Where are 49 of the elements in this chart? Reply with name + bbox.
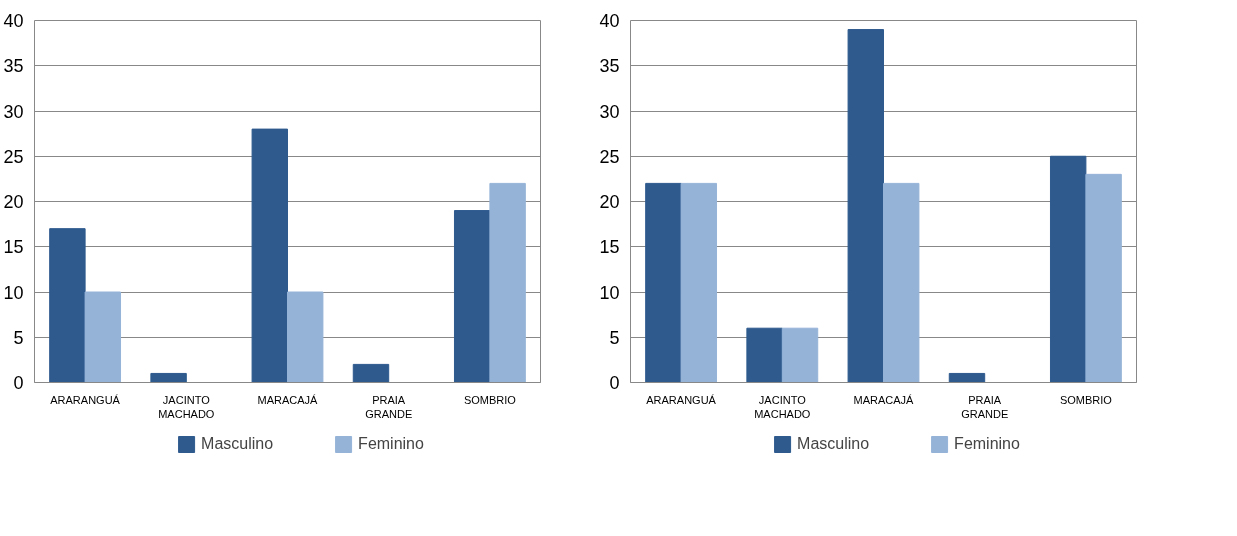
bar: [746, 327, 783, 383]
bar: [84, 291, 122, 383]
legend-label: Feminino: [954, 435, 1020, 453]
bar: [883, 182, 920, 383]
bar: [1085, 173, 1122, 383]
bar: [352, 363, 390, 383]
bar: [781, 327, 819, 383]
bar: [287, 291, 324, 383]
bar: [489, 182, 526, 383]
bar: [847, 29, 884, 383]
bar: [251, 128, 288, 383]
y-tick-label: 15: [599, 237, 620, 258]
bar: [680, 182, 718, 383]
y-tick-label: 35: [599, 56, 620, 77]
x-tick-label: ARARANGUÁ: [50, 393, 121, 406]
x-tick-label: JACINTO MACHADO: [754, 393, 811, 420]
bar: [150, 372, 187, 383]
bar: [453, 210, 491, 383]
x-tick-label: SOMBRIO: [1059, 393, 1113, 406]
y-tick-label: 10: [3, 282, 24, 303]
y-tick-label: 30: [3, 101, 24, 122]
x-tick-label: PRAIA GRANDE: [365, 393, 413, 420]
y-tick-label: 0: [609, 373, 620, 393]
bar: [948, 372, 986, 383]
bar: [645, 182, 682, 383]
y-tick-label: 0: [13, 373, 24, 393]
y-tick-label: 40: [3, 11, 24, 31]
bar: [49, 228, 86, 383]
y-tick-label: 30: [599, 101, 620, 122]
y-tick-label: 15: [3, 237, 24, 258]
y-tick-label: 10: [599, 282, 620, 303]
x-tick-label: ARARANGUÁ: [646, 393, 717, 406]
x-tick-label: SOMBRIO: [463, 393, 517, 406]
x-tick-label: PRAIA GRANDE: [961, 393, 1009, 420]
y-tick-label: 40: [599, 11, 620, 31]
x-tick-label: MARACAJÁ: [257, 393, 319, 406]
legend-label: Feminino: [358, 435, 424, 453]
y-tick-label: 25: [3, 146, 24, 167]
y-tick-label: 5: [13, 327, 24, 348]
y-tick-label: 20: [599, 192, 620, 212]
y-tick-label: 25: [599, 146, 620, 167]
y-tick-label: 5: [609, 327, 620, 348]
y-tick-label: 20: [3, 192, 24, 212]
legend-label: Masculino: [201, 435, 274, 453]
y-tick-label: 35: [3, 56, 24, 77]
x-tick-label: MARACAJÁ: [853, 393, 915, 406]
bar: [1049, 155, 1087, 383]
x-tick-label: JACINTO MACHADO: [158, 393, 215, 420]
legend-label: Masculino: [797, 435, 870, 453]
